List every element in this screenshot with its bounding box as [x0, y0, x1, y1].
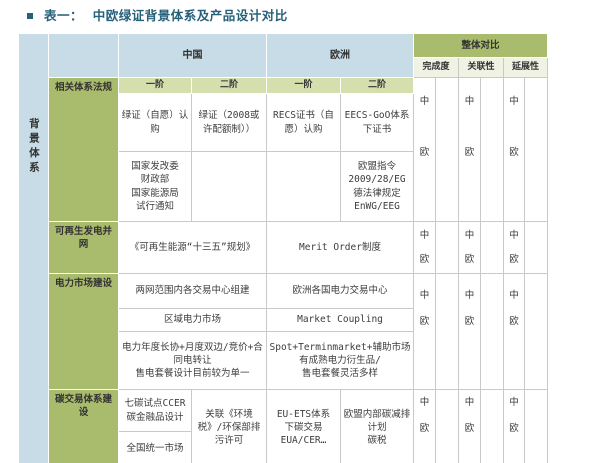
- subheader-europe-phase1: 一阶: [266, 77, 341, 94]
- cell-regulations-r2-europe-p1-empty: [266, 151, 341, 222]
- cell-grid-china: 《可再生能源“十三五”规划》: [118, 221, 267, 274]
- mark-china: 中: [464, 397, 475, 408]
- comparison-regulations-completion: 中欧: [413, 77, 436, 222]
- cell-regulations-r1-europe-p2: EECS-GoO体系下证书: [340, 93, 414, 152]
- comparison-carbon-relevance: 中欧: [458, 389, 481, 463]
- mark-europe: 欧: [464, 423, 475, 435]
- subheader-china-phase1: 一阶: [118, 77, 192, 94]
- mark-china: 中: [509, 397, 519, 408]
- cell-grid-europe: Merit Order制度: [266, 221, 414, 274]
- mark-europe: 欧: [509, 147, 519, 159]
- table-caption: 表一： 中欧绿证背景体系及产品设计对比: [27, 8, 288, 23]
- mark-china: 中: [509, 290, 519, 301]
- cell-carbon-r2-china-p1: 全国统一市场: [118, 431, 192, 463]
- comparison-grid-extensibility-score: [523, 221, 549, 274]
- mark-europe: 欧: [419, 423, 430, 435]
- cell-market-r1-china: 两网范围内各交易中心组建: [118, 273, 267, 309]
- group-label-grid: 可再生发电并网: [48, 221, 119, 274]
- cell-regulations-r2-china-p2-empty: [191, 151, 267, 222]
- mark-europe: 欧: [509, 316, 519, 328]
- cell-regulations-r1-europe-p1: RECS证书（自愿）认购: [266, 93, 341, 152]
- subheader-europe-phase2: 二阶: [340, 77, 414, 94]
- cell-carbon-r1-china-p1: 七碳试点CCER碳金融品设计: [118, 389, 192, 432]
- comparison-regulations-completion-score: [435, 77, 459, 222]
- comparison-grid-completion: 中欧: [413, 221, 436, 274]
- group-label-carbon: 碳交易体系建设: [48, 389, 119, 463]
- comparison-market-completion: 中欧: [413, 273, 436, 390]
- mark-china: 中: [464, 290, 475, 301]
- cell-carbon-china-p2: 关联《环境税》/环保部排污许可: [191, 389, 267, 463]
- header-relevance: 关联性: [458, 57, 504, 78]
- mark-europe: 欧: [509, 254, 519, 266]
- mark-china: 中: [419, 230, 430, 241]
- cell-market-r3-china: 电力年度长协+月度双边/竞价+合同电转让 售电套餐设计目前较为单一: [118, 331, 267, 390]
- mark-china: 中: [419, 96, 430, 107]
- comparison-regulations-relevance: 中欧: [458, 77, 481, 222]
- cell-regulations-r2-europe-p2: 欧盟指令 2009/28/EG 德法律规定 EnWG/EEG: [340, 151, 414, 222]
- header-europe: 欧洲: [266, 33, 414, 78]
- cell-market-r1-europe: 欧洲各国电力交易中心: [266, 273, 414, 309]
- header-completion: 完成度: [413, 57, 459, 78]
- cell-carbon-europe-p1: EU-ETS体系 下碳交易 EUA/CER…: [266, 389, 341, 463]
- mark-europe: 欧: [509, 423, 519, 435]
- comparison-market-relevance: 中欧: [458, 273, 481, 390]
- group-label-market: 电力市场建设: [48, 273, 119, 390]
- mark-europe: 欧: [419, 316, 430, 328]
- subheader-china-phase2: 二阶: [191, 77, 267, 94]
- comparison-market-extensibility: 中欧: [503, 273, 525, 390]
- header-extensibility: 延展性: [502, 57, 549, 78]
- mark-china: 中: [419, 290, 430, 301]
- cell-carbon-europe-p2: 欧盟内部碳减排计划 碳税: [340, 389, 414, 463]
- comparison-market-relevance-score: [480, 273, 504, 390]
- comparison-carbon-relevance-score: [480, 389, 504, 463]
- comparison-carbon-completion-score: [435, 389, 459, 463]
- mark-china: 中: [419, 397, 430, 408]
- cell-regulations-r2-china-p1: 国家发改委 财政部 国家能源局 试行通知: [118, 151, 192, 222]
- mark-china: 中: [464, 230, 475, 241]
- mark-europe: 欧: [464, 316, 475, 328]
- comparison-regulations-extensibility: 中欧: [503, 77, 525, 222]
- comparison-table: 背景体系 中国 欧洲 整体对比 完成度 关联性 延展性 相关体系法规 一阶 二阶…: [18, 33, 549, 463]
- comparison-carbon-extensibility-score: [523, 389, 549, 463]
- page-title: 表一： 中欧绿证背景体系及产品设计对比: [44, 8, 288, 23]
- comparison-grid-relevance-score: [480, 221, 504, 274]
- cell-regulations-r1-china-p2: 绿证（2008或许配额制））: [191, 93, 267, 152]
- mark-china: 中: [509, 96, 519, 107]
- cell-market-r2-china: 区域电力市场: [118, 308, 267, 332]
- row-label-header-cell: [48, 33, 119, 78]
- header-china: 中国: [118, 33, 267, 78]
- comparison-carbon-extensibility: 中欧: [503, 389, 525, 463]
- comparison-grid-extensibility: 中欧: [503, 221, 525, 274]
- side-section-label: 背景体系: [27, 118, 40, 176]
- bullet-square-icon: [27, 13, 33, 20]
- comparison-carbon-completion: 中欧: [413, 389, 436, 463]
- comparison-market-completion-score: [435, 273, 459, 390]
- comparison-regulations-relevance-score: [480, 77, 504, 222]
- mark-china: 中: [464, 96, 475, 107]
- mark-europe: 欧: [464, 147, 475, 159]
- mark-europe: 欧: [464, 254, 475, 266]
- cell-market-r2-europe: Market Coupling: [266, 308, 414, 332]
- side-section-cell: 背景体系: [18, 33, 49, 463]
- comparison-regulations-extensibility-score: [523, 77, 549, 222]
- mark-europe: 欧: [419, 254, 430, 266]
- comparison-grid-completion-score: [435, 221, 459, 274]
- comparison-grid-relevance: 中欧: [458, 221, 481, 274]
- header-overall-comparison: 整体对比: [412, 33, 549, 58]
- mark-china: 中: [509, 230, 519, 241]
- comparison-market-extensibility-score: [523, 273, 549, 390]
- cell-market-r3-europe: Spot+Terminmarket+辅助市场有成熟电力衍生品/ 售电套餐灵活多样: [266, 331, 414, 390]
- cell-regulations-r1-china-p1: 绿证（自愿）认购: [118, 93, 192, 152]
- mark-europe: 欧: [419, 147, 430, 159]
- group-label-regulations: 相关体系法规: [48, 77, 119, 222]
